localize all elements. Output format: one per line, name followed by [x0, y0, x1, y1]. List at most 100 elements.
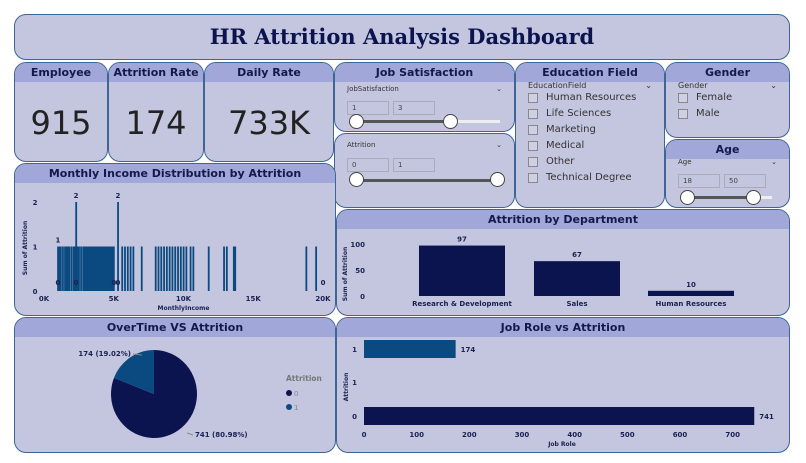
histogram-bar[interactable] [75, 202, 78, 291]
age-slicer[interactable]: Age Age ⌄ 18 50 [665, 139, 790, 208]
legend-marker[interactable] [286, 404, 292, 410]
max-input[interactable]: 3 [393, 101, 435, 115]
histogram-bar[interactable] [154, 246, 157, 292]
histogram-bar[interactable] [121, 246, 124, 292]
histogram-bar[interactable] [124, 246, 126, 292]
checkbox-icon[interactable] [528, 172, 538, 183]
checkbox-icon[interactable] [678, 108, 688, 119]
department-bar[interactable] [419, 245, 505, 296]
histogram-bar[interactable] [315, 246, 318, 292]
histogram-bar[interactable] [160, 246, 163, 292]
histogram-bar[interactable] [107, 246, 110, 292]
histogram-bar[interactable] [73, 246, 76, 292]
histogram-bar[interactable] [72, 246, 75, 292]
checkbox-icon[interactable] [678, 92, 688, 103]
histogram-bar[interactable] [126, 246, 129, 292]
checkbox-icon[interactable] [528, 92, 538, 103]
department-bar[interactable] [648, 290, 734, 296]
chevron-down-icon[interactable]: ⌄ [496, 85, 502, 93]
histogram-bar[interactable] [94, 246, 97, 292]
checkbox-icon[interactable] [528, 108, 538, 119]
histogram-bar[interactable] [90, 246, 93, 292]
histogram-bar[interactable] [82, 246, 85, 292]
histogram-bar[interactable] [66, 246, 69, 292]
histogram-bar[interactable] [86, 246, 89, 292]
histogram-bar[interactable] [96, 246, 99, 292]
slider-min-handle[interactable] [349, 114, 364, 129]
histogram-bar[interactable] [68, 246, 71, 292]
slider-min-handle[interactable] [680, 190, 695, 205]
max-input[interactable]: 1 [393, 158, 435, 172]
histogram-bar[interactable] [234, 246, 237, 292]
histogram-bar[interactable] [57, 246, 59, 292]
slider-max-handle[interactable] [443, 114, 458, 129]
histogram-bar[interactable] [232, 246, 235, 292]
histogram-bar[interactable] [83, 246, 86, 292]
histogram-bar[interactable] [132, 246, 135, 292]
histogram-bar[interactable] [140, 246, 143, 292]
histogram-bar[interactable] [189, 246, 192, 292]
max-input[interactable]: 50 [724, 174, 766, 188]
histogram-bar[interactable] [207, 246, 210, 292]
histogram-bar[interactable] [225, 246, 228, 292]
slider-max-handle[interactable] [490, 172, 505, 187]
slider-track[interactable] [357, 120, 450, 123]
checkbox-option[interactable]: Male [678, 108, 789, 119]
histogram-bar[interactable] [89, 246, 92, 292]
department-bar[interactable] [534, 261, 620, 296]
min-input[interactable]: 0 [347, 158, 389, 172]
histogram-bar[interactable] [182, 246, 185, 292]
histogram-bar[interactable] [171, 246, 174, 292]
slider-track[interactable] [357, 179, 497, 182]
min-input[interactable]: 18 [678, 174, 720, 188]
histogram-bar[interactable] [179, 246, 182, 292]
checkbox-option[interactable]: Other [528, 156, 664, 167]
slider-min-handle[interactable] [349, 172, 364, 187]
checkbox-option[interactable]: Medical [528, 140, 664, 151]
histogram-bar[interactable] [62, 246, 64, 292]
histogram-bar[interactable] [80, 246, 82, 292]
histogram-bar[interactable] [85, 246, 87, 292]
chevron-down-icon[interactable]: ⌄ [645, 81, 652, 90]
checkbox-icon[interactable] [528, 156, 538, 167]
histogram-bar[interactable] [101, 246, 104, 292]
slider-max-handle[interactable] [746, 190, 761, 205]
min-input[interactable]: 1 [347, 101, 389, 115]
slider-track[interactable] [688, 196, 754, 199]
histogram-bar[interactable] [112, 246, 115, 292]
histogram-bar[interactable] [58, 246, 61, 292]
checkbox-option[interactable]: Life Sciences [528, 108, 664, 119]
histogram-bar[interactable] [174, 246, 177, 292]
chevron-down-icon[interactable]: ⌄ [770, 81, 777, 90]
checkbox-option[interactable]: Technical Degree [528, 172, 664, 183]
histogram-bar[interactable] [168, 246, 171, 292]
histogram-bar[interactable] [103, 246, 105, 292]
chevron-down-icon[interactable]: ⌄ [771, 158, 777, 166]
histogram-bar[interactable] [165, 246, 168, 292]
histogram-bar[interactable] [104, 246, 107, 292]
histogram-bar[interactable] [163, 246, 165, 292]
checkbox-icon[interactable] [528, 140, 538, 151]
histogram-bar[interactable] [93, 246, 96, 292]
checkbox-icon[interactable] [528, 124, 538, 135]
histogram-bar[interactable] [108, 246, 111, 292]
histogram-bar[interactable] [110, 246, 112, 292]
histogram-bar[interactable] [223, 246, 225, 292]
histogram-bar[interactable] [177, 246, 179, 292]
pie-slice[interactable] [114, 350, 154, 394]
histogram-bar[interactable] [99, 246, 101, 292]
histogram-bar[interactable] [185, 246, 188, 292]
histogram-bar[interactable] [64, 246, 66, 292]
histogram-bar[interactable] [192, 246, 195, 292]
histogram-bar[interactable] [97, 246, 100, 292]
histogram-bar[interactable] [129, 246, 132, 292]
job-role-bar[interactable] [364, 407, 755, 425]
checkbox-option[interactable]: Marketing [528, 124, 664, 135]
histogram-bar[interactable] [105, 246, 108, 292]
histogram-bar[interactable] [78, 246, 80, 292]
histogram-bar[interactable] [100, 246, 103, 292]
job-role-bar[interactable] [364, 340, 456, 358]
histogram-bar[interactable] [305, 246, 308, 292]
histogram-bar[interactable] [65, 246, 68, 292]
